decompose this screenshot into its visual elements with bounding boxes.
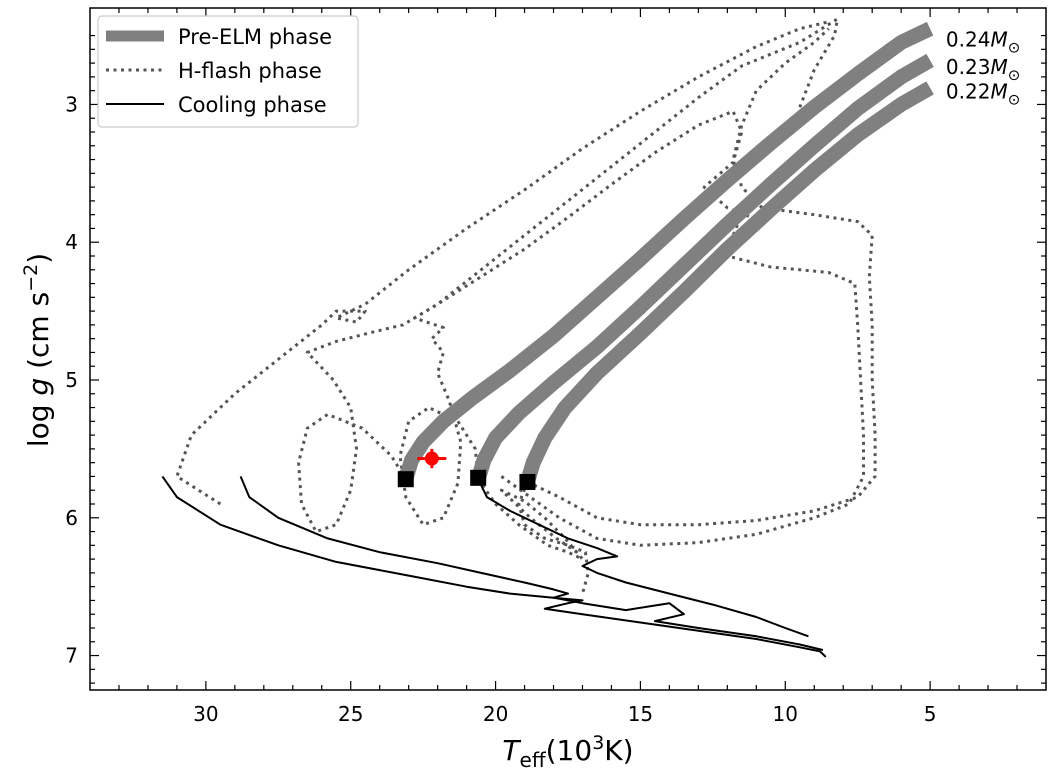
y-axis-ticks: 3 4 5 6 7 [65, 34, 1046, 684]
mass-label-1: 0.23M⊙ [946, 55, 1020, 84]
series-layer [161, 17, 934, 658]
series-pre-elm-0.22-2 [520, 81, 934, 485]
xtick-label-30: 30 [193, 702, 218, 726]
ytick-label-7: 7 [65, 644, 78, 668]
series-h-flash-0.22-7 [526, 27, 877, 527]
mass-label-0: 0.24M⊙ [946, 27, 1020, 56]
ytick-label-3: 3 [65, 92, 78, 116]
x-axis-label: Teff(103K) [502, 732, 633, 772]
legend: Pre-ELM phase H-flash phase Cooling phas… [97, 15, 359, 128]
legend-label-h-flash: H-flash phase [178, 59, 322, 83]
xtick-label-25: 25 [338, 702, 363, 726]
xtick-label-15: 15 [628, 702, 653, 726]
endpoint-marker-2 [519, 473, 536, 490]
endpoint-marker-0 [397, 471, 414, 488]
ytick-label-4: 4 [65, 230, 78, 254]
endpoint-marker-1 [470, 469, 487, 486]
series-pre-elm-0.24-0 [398, 21, 934, 482]
legend-label-cooling: Cooling phase [178, 93, 327, 117]
observation-point [424, 451, 439, 466]
series-pre-elm-0.23-1 [471, 53, 934, 482]
mass-labels: 0.24M⊙0.23M⊙0.22M⊙ [946, 27, 1020, 108]
ytick-label-5: 5 [65, 368, 78, 392]
legend-box [97, 15, 359, 128]
series-h-flash-0.23-6 [517, 481, 590, 595]
series-h-flash-0.22-8 [500, 214, 865, 547]
xtick-label-20: 20 [483, 702, 508, 726]
series-cooling-0.24-10 [161, 475, 827, 658]
series-cooling-0.22-12 [477, 478, 809, 638]
series-h-flash-0.22-9 [476, 478, 584, 561]
xtick-label-5: 5 [924, 702, 937, 726]
plot-frame [89, 7, 1047, 691]
ytick-label-6: 6 [65, 506, 78, 530]
legend-label-pre-elm: Pre-ELM phase [178, 25, 332, 49]
x-axis-ticks: 30 25 20 15 10 5 [118, 8, 1018, 726]
series-cooling-0.23-11 [239, 476, 824, 651]
y-axis-label: log g (cm s−2) [20, 253, 55, 447]
marker-layer [397, 448, 536, 490]
xtick-label-10: 10 [773, 702, 798, 726]
mass-label-2: 0.22M⊙ [946, 80, 1020, 109]
series-h-flash-0.24-4 [175, 20, 830, 506]
series-h-flash-0.24-3 [297, 17, 839, 534]
